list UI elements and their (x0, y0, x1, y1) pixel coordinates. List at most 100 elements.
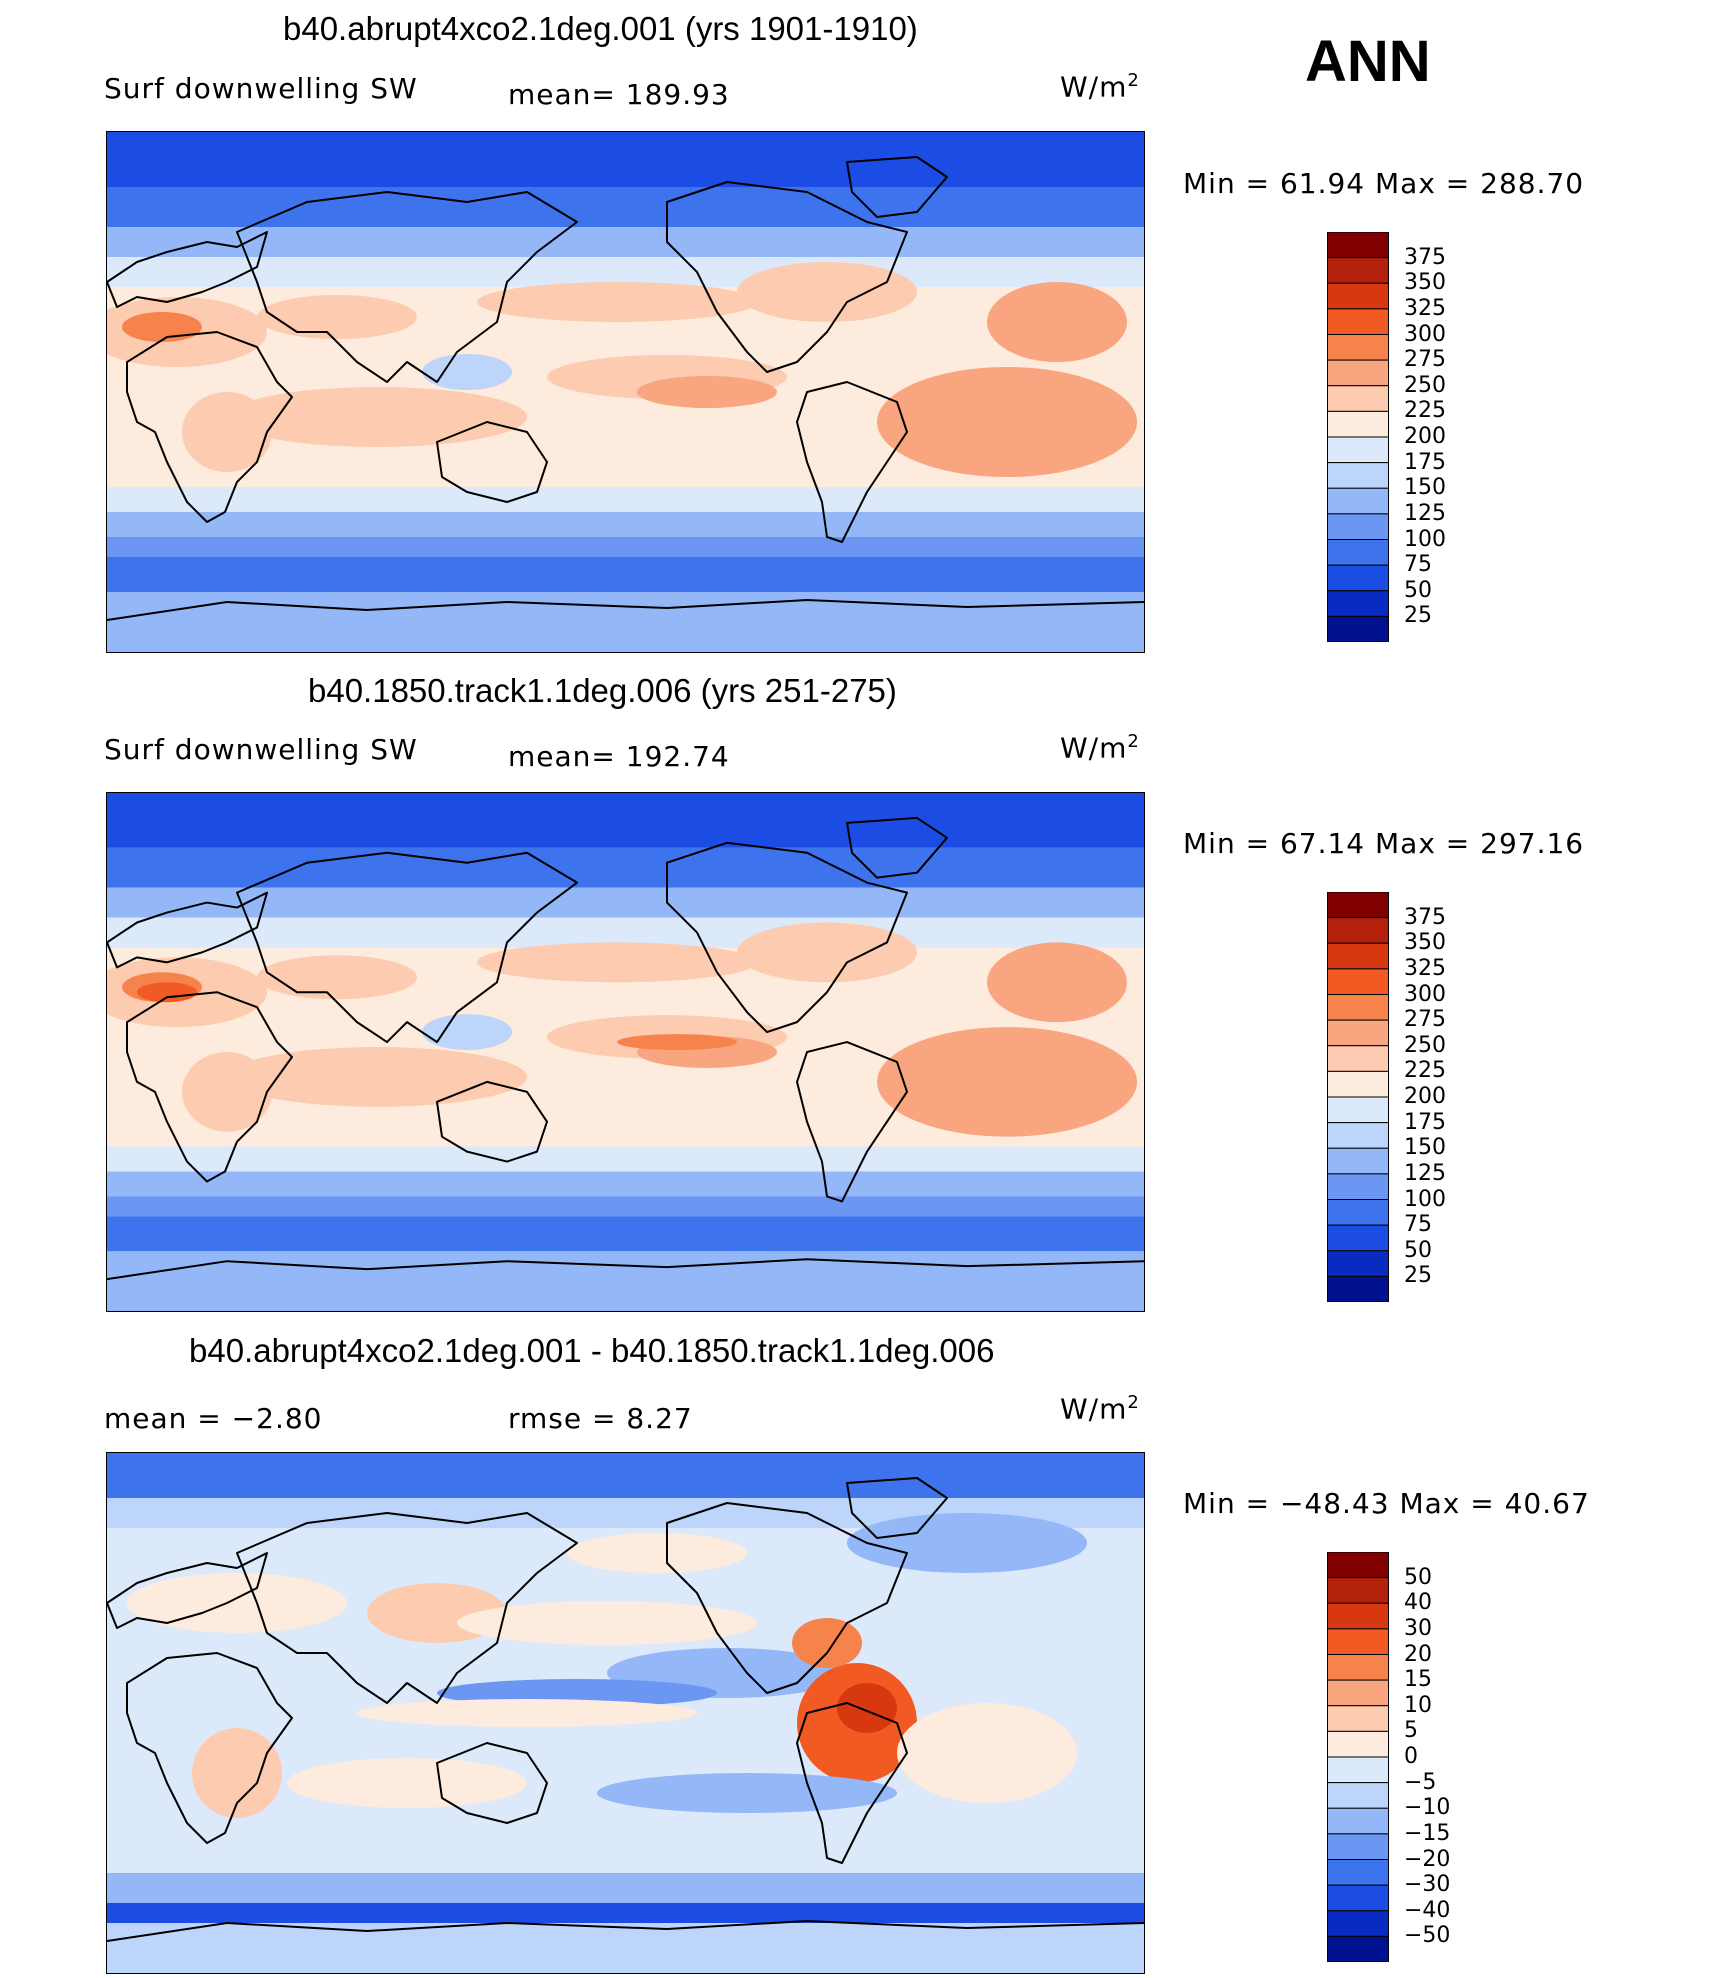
colorbar-swatch (1327, 1275, 1389, 1303)
colorbar-swatch (1327, 539, 1389, 566)
colorbar-swatch (1327, 917, 1389, 944)
colorbar-swatch (1327, 1807, 1389, 1835)
panel-1-minmax: Min = 61.94 Max = 288.70 (1183, 167, 1585, 200)
panel-1-field (107, 132, 1144, 652)
colorbar-tick-label: 150 (1404, 1135, 1446, 1161)
colorbar-swatch (1327, 942, 1389, 970)
colorbar-tick-label: −40 (1404, 1897, 1451, 1923)
colorbar-tick-label: 50 (1404, 1564, 1432, 1590)
colorbar-tick-label: 200 (1404, 424, 1446, 449)
colorbar-tick-label: −20 (1404, 1846, 1451, 1872)
colorbar-swatch (1327, 891, 1389, 919)
colorbar-swatch (1327, 994, 1389, 1021)
colorbar-swatch (1327, 1173, 1389, 1200)
colorbar-tick-label: 175 (1404, 1109, 1446, 1135)
colorbar-tick-label: 30 (1404, 1615, 1432, 1641)
colorbar-swatch (1327, 1859, 1389, 1886)
colorbar-tick-label: 10 (1404, 1692, 1432, 1718)
colorbar-swatch (1327, 1199, 1389, 1226)
colorbar-tick-label: 325 (1404, 295, 1446, 321)
colorbar-tick-label: 225 (1404, 398, 1446, 424)
colorbar-tick-label: 125 (1404, 1160, 1446, 1186)
panel-1-map (106, 131, 1145, 653)
colorbar-swatch (1327, 1679, 1389, 1707)
colorbar-swatch (1327, 968, 1389, 995)
panel-3-title: b40.abrupt4xco2.1deg.001 - b40.1850.trac… (189, 1332, 995, 1369)
panel-2-units: W/m2 (1060, 731, 1140, 765)
colorbar-tick-label: −30 (1404, 1872, 1451, 1898)
colorbar-swatch (1327, 590, 1389, 617)
colorbar-tick-label: 100 (1404, 1186, 1446, 1212)
colorbar-swatch (1327, 1070, 1389, 1098)
colorbar-swatch (1327, 1628, 1389, 1655)
colorbar-swatch (1327, 1602, 1389, 1630)
colorbar-swatch (1327, 1147, 1389, 1175)
colorbar-tick-label: 20 (1404, 1641, 1432, 1667)
colorbar-swatch (1327, 487, 1389, 515)
colorbar-swatch (1327, 1884, 1389, 1912)
panel-2-variable: Surf downwelling SW (104, 733, 418, 766)
colorbar-swatch (1327, 1833, 1389, 1860)
panel-1-title: b40.abrupt4xco2.1deg.001 (yrs 1901-1910) (283, 10, 918, 47)
colorbar-tick-label: −50 (1404, 1923, 1451, 1949)
panel-3-units: W/m2 (1060, 1392, 1140, 1426)
colorbar-tick-label: 25 (1404, 603, 1432, 629)
panel-2-title: b40.1850.track1.1deg.006 (yrs 251-275) (308, 672, 897, 709)
colorbar-swatch (1327, 359, 1389, 387)
colorbar-tick-label: 350 (1404, 930, 1446, 956)
colorbar-tick-label: 50 (1404, 577, 1432, 603)
colorbar-tick-label: 300 (1404, 321, 1446, 347)
colorbar-swatch (1327, 1782, 1389, 1809)
panel-2-colorbar (1327, 891, 1389, 1303)
panel-3-field (107, 1453, 1144, 1973)
colorbar-swatch (1327, 1705, 1389, 1732)
colorbar-swatch (1327, 231, 1389, 259)
colorbar-tick-label: 25 (1404, 1263, 1432, 1289)
colorbar-swatch (1327, 282, 1389, 310)
colorbar-tick-label: −5 (1404, 1769, 1437, 1795)
colorbar-tick-label: 300 (1404, 981, 1446, 1007)
panel-2-mean: mean= 192.74 (508, 740, 730, 773)
panel-2-minmax: Min = 67.14 Max = 297.16 (1183, 827, 1585, 860)
colorbar-tick-label: 250 (1404, 372, 1446, 398)
colorbar-swatch (1327, 410, 1389, 438)
colorbar-swatch (1327, 1096, 1389, 1124)
colorbar-swatch (1327, 1935, 1389, 1963)
panel-2-map (106, 792, 1145, 1312)
colorbar-tick-label: 325 (1404, 955, 1446, 981)
colorbar-swatch (1327, 1019, 1389, 1047)
panel-1-colorbar (1327, 231, 1389, 643)
colorbar-swatch (1327, 615, 1389, 643)
panel-1-variable: Surf downwelling SW (104, 72, 418, 105)
season-label: ANN (1305, 29, 1431, 94)
colorbar-swatch (1327, 1045, 1389, 1072)
panel-3-map (106, 1452, 1145, 1974)
panel-3-colorbar (1327, 1551, 1389, 1963)
colorbar-tick-label: 175 (1404, 449, 1446, 475)
colorbar-swatch (1327, 385, 1389, 412)
colorbar-tick-label: 375 (1404, 904, 1446, 930)
colorbar-tick-label: 75 (1404, 552, 1432, 578)
colorbar-tick-label: 275 (1404, 347, 1446, 373)
colorbar-tick-label: 375 (1404, 244, 1446, 270)
colorbar-tick-label: 0 (1404, 1744, 1418, 1769)
colorbar-tick-label: 200 (1404, 1084, 1446, 1109)
colorbar-swatch (1327, 436, 1389, 464)
colorbar-swatch (1327, 1224, 1389, 1252)
colorbar-swatch (1327, 1910, 1389, 1937)
colorbar-tick-label: 275 (1404, 1007, 1446, 1033)
colorbar-tick-label: 350 (1404, 270, 1446, 296)
panel-3-mean: mean = −2.80 (104, 1402, 323, 1435)
colorbar-swatch (1327, 513, 1389, 540)
panel-3-rmse: rmse = 8.27 (508, 1402, 693, 1435)
colorbar-tick-label: 125 (1404, 500, 1446, 526)
colorbar-tick-label: −15 (1404, 1820, 1451, 1846)
colorbar-tick-label: 50 (1404, 1237, 1432, 1263)
colorbar-swatch (1327, 462, 1389, 489)
panel-2-field (107, 793, 1144, 1311)
colorbar-swatch (1327, 1577, 1389, 1604)
colorbar-swatch (1327, 564, 1389, 592)
colorbar-tick-label: −10 (1404, 1795, 1451, 1821)
colorbar-swatch (1327, 1654, 1389, 1681)
colorbar-tick-label: 150 (1404, 475, 1446, 501)
